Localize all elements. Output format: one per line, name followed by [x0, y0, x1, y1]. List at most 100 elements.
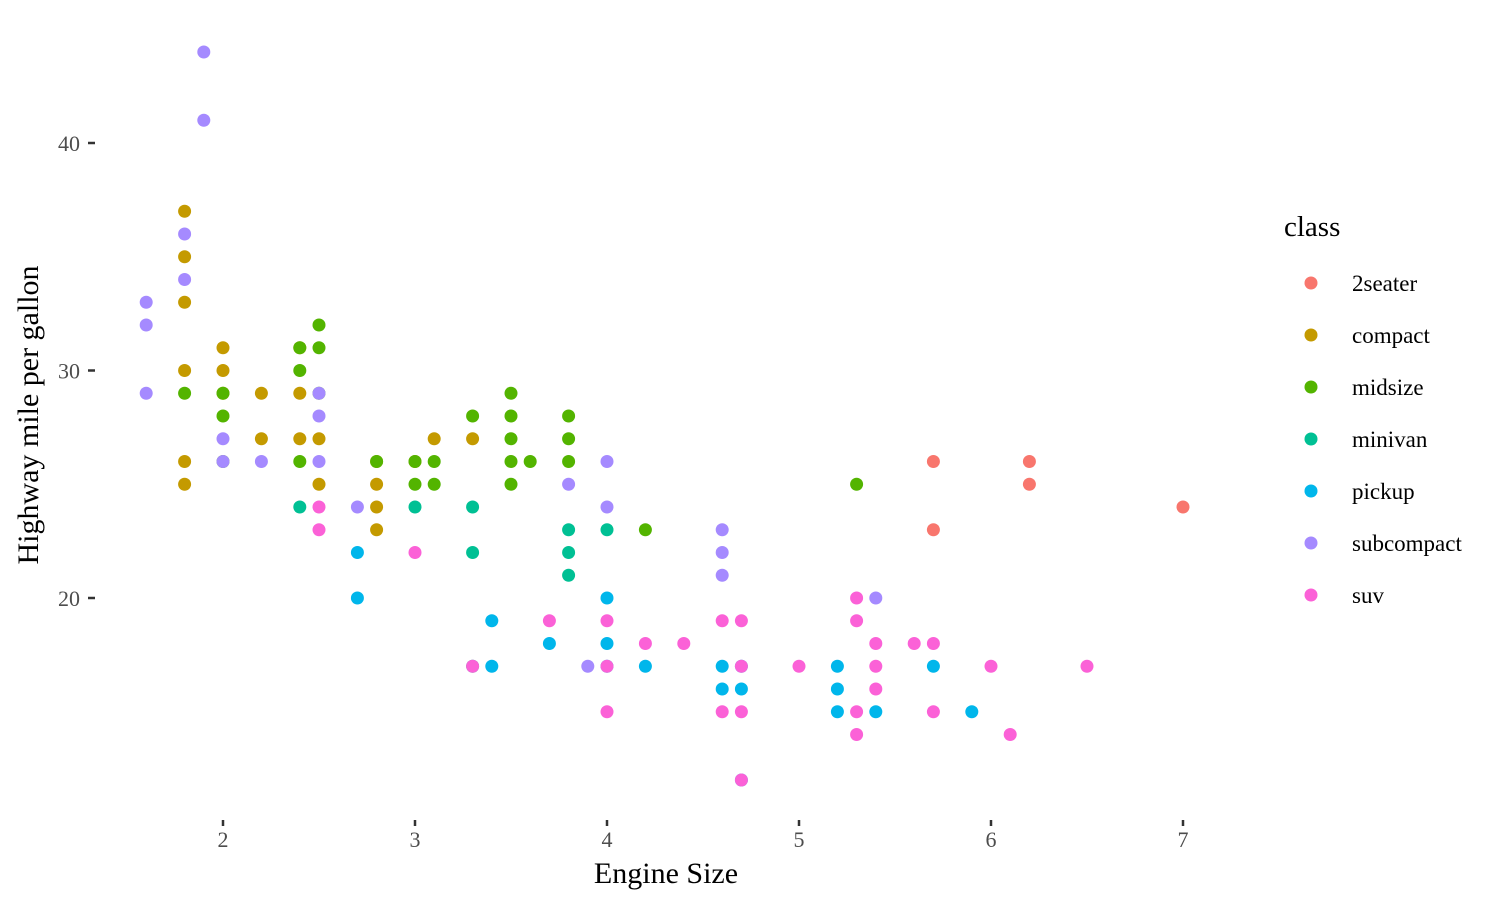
point-subcompact-20 [715, 568, 729, 582]
point-suv-24 [907, 637, 921, 650]
point-minivan-1 [408, 500, 422, 514]
point-midsize-2 [216, 409, 230, 423]
point-midsize-11 [408, 455, 422, 468]
point-2seater-2 [1022, 455, 1036, 468]
point-suv-5 [600, 614, 614, 628]
point-midsize-24 [562, 455, 576, 468]
point-suv-3 [466, 659, 480, 673]
point-minivan-5 [562, 523, 576, 537]
legend-label-subcompact: subcompact [1352, 531, 1462, 556]
point-pickup-0 [350, 546, 364, 559]
plot-points [139, 45, 1190, 787]
point-suv-11 [715, 705, 729, 719]
point-subcompact-5 [197, 45, 211, 59]
y-axis: 20 30 40 [58, 131, 95, 611]
legend-key-subcompact [1304, 536, 1318, 550]
point-compact-9 [254, 386, 268, 400]
point-pickup-10 [715, 682, 729, 696]
point-pickup-4 [542, 637, 556, 650]
legend-title: class [1284, 211, 1340, 243]
point-midsize-17 [504, 409, 518, 423]
point-suv-0 [312, 500, 326, 514]
point-2seater-1 [926, 523, 940, 537]
point-subcompact-9 [254, 455, 268, 468]
point-midsize-18 [504, 432, 518, 446]
point-compact-2 [178, 295, 192, 309]
point-subcompact-2 [139, 386, 153, 400]
point-suv-18 [850, 614, 864, 628]
point-midsize-6 [293, 455, 307, 468]
point-suv-25 [926, 637, 940, 650]
point-compact-21 [427, 432, 441, 446]
point-suv-28 [1003, 728, 1017, 741]
point-pickup-1 [350, 591, 364, 605]
point-2seater-4 [1176, 500, 1190, 514]
x-tick-label-4: 6 [986, 827, 997, 852]
y-tick-label-2: 40 [58, 131, 80, 156]
point-midsize-4 [293, 341, 307, 355]
point-subcompact-17 [600, 500, 614, 514]
point-midsize-8 [312, 341, 326, 355]
point-suv-22 [869, 659, 883, 673]
point-subcompact-14 [562, 477, 576, 491]
point-suv-14 [734, 705, 748, 719]
point-midsize-12 [408, 477, 422, 491]
point-midsize-23 [562, 432, 576, 446]
point-compact-3 [178, 364, 192, 377]
point-2seater-3 [1022, 477, 1036, 491]
y-tick-label-1: 30 [58, 359, 80, 384]
point-midsize-10 [370, 455, 384, 468]
point-subcompact-1 [139, 318, 153, 332]
point-subcompact-16 [600, 455, 614, 468]
point-suv-4 [542, 614, 556, 628]
point-midsize-15 [466, 409, 480, 423]
point-midsize-16 [504, 386, 518, 400]
point-suv-9 [677, 637, 691, 650]
point-compact-14 [312, 432, 326, 446]
point-compact-12 [293, 386, 307, 400]
point-subcompact-3 [178, 227, 192, 241]
point-subcompact-10 [312, 386, 326, 400]
point-midsize-0 [178, 386, 192, 400]
point-suv-27 [984, 659, 998, 673]
point-midsize-1 [216, 386, 230, 400]
point-pickup-3 [485, 659, 499, 673]
legend-label-2seater: 2seater [1352, 271, 1417, 296]
point-suv-8 [638, 637, 652, 650]
point-suv-26 [926, 705, 940, 719]
point-subcompact-13 [350, 500, 364, 514]
legend: class 2seater compact midsize minivan pickup… [1284, 211, 1462, 608]
point-subcompact-4 [178, 273, 192, 286]
x-axis-title: Engine Size [594, 857, 738, 890]
point-subcompact-12 [312, 455, 326, 468]
point-pickup-19 [965, 705, 979, 719]
point-compact-22 [466, 432, 480, 446]
legend-label-midsize: midsize [1352, 375, 1424, 400]
point-midsize-26 [850, 477, 864, 491]
point-compact-0 [178, 204, 192, 218]
legend-key-compact [1304, 328, 1318, 342]
point-subcompact-18 [715, 523, 729, 537]
point-compact-19 [370, 523, 384, 537]
point-midsize-5 [293, 364, 307, 377]
point-compact-15 [312, 477, 326, 491]
point-suv-19 [850, 705, 864, 719]
point-compact-13 [293, 432, 307, 446]
legend-key-minivan [1304, 432, 1318, 446]
point-midsize-13 [427, 455, 441, 468]
point-subcompact-11 [312, 409, 326, 423]
point-minivan-0 [293, 500, 307, 514]
point-suv-21 [869, 637, 883, 650]
point-midsize-25 [638, 523, 652, 537]
point-suv-15 [734, 773, 748, 787]
point-suv-10 [715, 614, 729, 628]
legend-key-suv [1304, 588, 1318, 602]
point-compact-17 [370, 477, 384, 491]
point-midsize-7 [312, 318, 326, 332]
point-compact-7 [216, 364, 230, 377]
point-suv-7 [600, 705, 614, 719]
point-compact-4 [178, 455, 192, 468]
point-pickup-16 [830, 705, 844, 719]
point-subcompact-15 [581, 659, 595, 673]
